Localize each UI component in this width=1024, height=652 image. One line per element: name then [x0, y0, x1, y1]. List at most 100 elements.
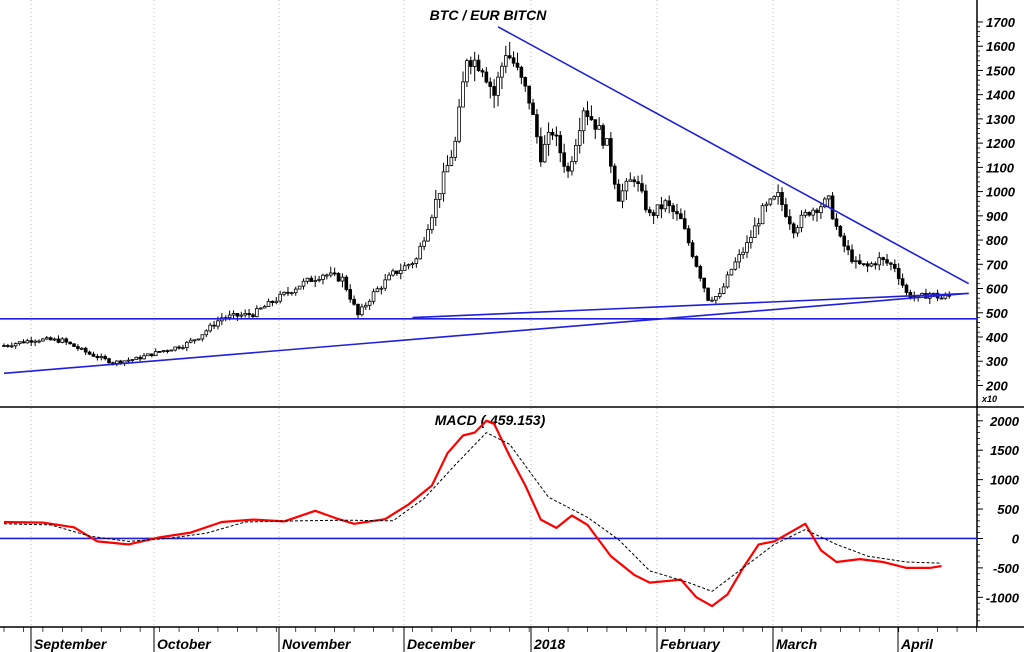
candle-body	[340, 276, 345, 282]
candle-body	[6, 345, 10, 347]
price-tick-label: 400	[985, 330, 1008, 345]
candle-body	[367, 300, 372, 306]
candle-body	[465, 60, 469, 83]
price-tick-label: 1300	[986, 112, 1016, 127]
candle-body	[904, 284, 909, 293]
candle-body	[286, 291, 290, 294]
price-axis: 200 300 400 500 600 700 800 900 1000 1100 1200 1300…	[977, 15, 1016, 393]
candle-body	[83, 347, 88, 353]
candle-body	[126, 359, 131, 362]
candle-body	[356, 303, 360, 316]
candle-body	[321, 274, 325, 280]
candle-body	[325, 274, 329, 277]
candle-body	[542, 143, 547, 163]
support-trendline	[412, 292, 969, 319]
candle-body	[13, 343, 18, 347]
price-tick-label: 600	[986, 282, 1008, 297]
candle-body	[881, 257, 885, 261]
price-tick-label: 1400	[986, 88, 1016, 103]
candle-body	[854, 260, 858, 263]
candle-body	[546, 131, 551, 145]
candle-body	[725, 274, 730, 288]
candle-body	[95, 355, 100, 359]
macd-tick-label: 1500	[990, 443, 1020, 458]
candle-body	[138, 356, 142, 360]
candle-body	[278, 293, 282, 302]
candle-body	[177, 346, 181, 349]
candle-body	[846, 245, 850, 251]
candle-body	[235, 313, 240, 317]
candle-body	[745, 242, 749, 253]
candle-body	[585, 110, 590, 117]
candle-body	[258, 307, 263, 310]
candle-body	[480, 70, 485, 73]
candle-body	[772, 196, 777, 200]
macd-tick-label: 0	[1012, 531, 1020, 546]
candle-body	[869, 263, 874, 267]
candle-body	[181, 347, 185, 350]
price-trendlines	[0, 26, 977, 375]
candle-body	[889, 262, 893, 265]
candle-body	[371, 291, 376, 302]
candle-body	[539, 136, 543, 163]
candle-body	[196, 338, 201, 341]
candle-body	[830, 195, 835, 220]
candle-body	[741, 251, 745, 255]
candle-body	[142, 355, 146, 360]
candle-body	[589, 116, 594, 121]
candle-body	[838, 225, 843, 237]
candle-body	[134, 356, 139, 360]
descending-resistance-trendline	[497, 26, 970, 285]
candle-body	[885, 259, 889, 264]
candle-body	[893, 263, 897, 269]
candle-body	[659, 204, 664, 210]
candle-body	[153, 351, 158, 356]
month-label: December	[407, 636, 476, 652]
candle-body	[803, 211, 808, 216]
macd-tick-label: 1000	[990, 473, 1020, 488]
candle-body	[363, 304, 368, 308]
candle-body	[787, 216, 792, 225]
candle-body	[332, 272, 337, 275]
candle-body	[21, 341, 26, 344]
candle-body	[752, 225, 757, 238]
candle-body	[877, 257, 882, 266]
candle-body	[387, 274, 391, 281]
candle-body	[640, 183, 644, 192]
candle-body	[48, 337, 53, 341]
candle-body	[721, 286, 726, 294]
candle-body	[270, 300, 275, 303]
candle-body	[216, 320, 220, 327]
candle-body	[756, 223, 761, 227]
candle-body	[655, 204, 660, 216]
candle-body	[807, 211, 812, 216]
price-candles	[2, 41, 952, 367]
candle-body	[842, 235, 847, 247]
candle-body	[632, 179, 636, 183]
candle-body	[644, 190, 648, 211]
candle-body	[554, 134, 559, 137]
candle-body	[574, 145, 578, 162]
candle-body	[507, 55, 512, 59]
candle-body	[764, 203, 769, 207]
candle-body	[17, 341, 22, 345]
candle-body	[500, 65, 504, 78]
candle-body	[410, 263, 415, 266]
candle-body	[68, 341, 72, 345]
candle-body	[865, 263, 870, 267]
price-tick-label: 200	[985, 378, 1008, 393]
price-tick-label: 1100	[986, 160, 1015, 175]
candle-body	[492, 86, 496, 96]
candle-body	[628, 179, 633, 182]
candle-body	[710, 299, 714, 302]
axis-multiplier-label: x10	[981, 394, 997, 404]
candle-body	[815, 209, 819, 214]
candle-body	[426, 229, 430, 242]
candle-body	[157, 351, 162, 353]
candle-body	[76, 346, 80, 350]
candle-body	[671, 205, 675, 212]
month-label: October	[157, 636, 212, 652]
candle-body	[667, 200, 671, 207]
candle-body	[383, 279, 388, 289]
candle-body	[52, 338, 57, 341]
